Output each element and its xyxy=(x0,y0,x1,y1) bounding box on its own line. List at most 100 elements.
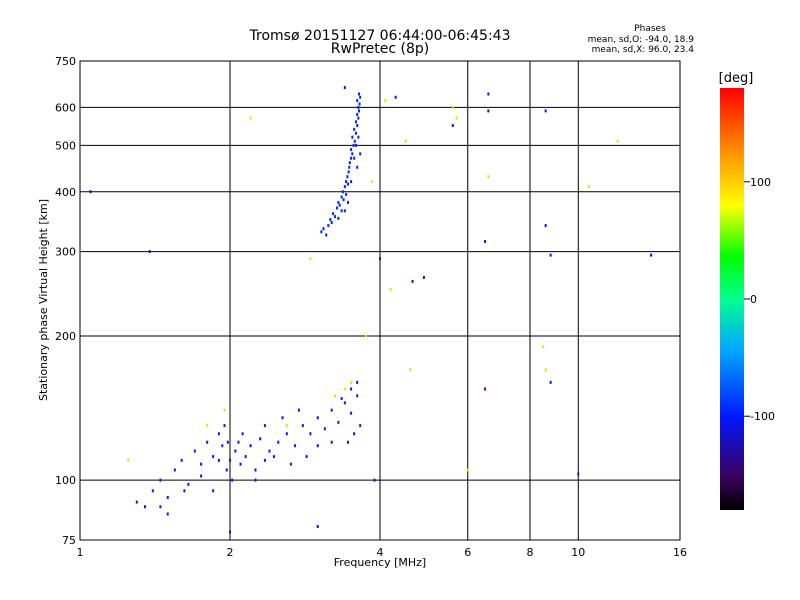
chart-subtitle: RwPretec (8p) xyxy=(331,41,429,57)
data-point xyxy=(285,424,288,428)
data-point xyxy=(346,200,349,204)
data-point xyxy=(359,152,362,156)
data-point xyxy=(356,124,359,128)
data-point xyxy=(394,95,397,99)
data-point xyxy=(229,458,231,462)
colorbar-tick-label: -100 xyxy=(750,410,775,423)
data-point xyxy=(200,462,203,466)
y-tick-label: 100 xyxy=(55,474,76,487)
data-point xyxy=(544,109,547,113)
data-point xyxy=(358,102,361,106)
data-point xyxy=(316,444,319,448)
data-point xyxy=(347,170,350,174)
data-point xyxy=(337,200,340,204)
x-tick-label: 8 xyxy=(527,546,534,559)
data-point xyxy=(148,250,151,254)
data-point xyxy=(466,468,469,472)
data-point xyxy=(159,478,162,482)
data-point xyxy=(237,440,240,444)
data-point xyxy=(487,175,490,179)
data-point xyxy=(350,180,353,184)
data-point xyxy=(354,131,357,135)
colorbar-tick-label: 0 xyxy=(750,293,757,306)
data-point xyxy=(330,408,333,412)
data-point xyxy=(316,416,319,420)
data-points xyxy=(89,86,653,534)
data-point xyxy=(354,120,357,124)
data-point xyxy=(297,408,300,412)
data-point xyxy=(336,206,339,210)
data-point xyxy=(323,427,326,431)
data-point xyxy=(343,86,346,90)
data-point xyxy=(350,387,353,391)
y-axis-ticks: 75 100 200 300 400 500 600 750 xyxy=(55,55,76,547)
data-point xyxy=(616,139,619,143)
data-point xyxy=(340,397,343,401)
colorbar-tick-label: 100 xyxy=(750,176,771,189)
grid-lines xyxy=(80,61,680,540)
y-tick-label: 600 xyxy=(55,101,76,114)
data-point xyxy=(281,416,284,420)
data-point xyxy=(422,275,425,279)
data-point xyxy=(384,99,387,103)
y-tick-label: 400 xyxy=(55,186,76,199)
data-point xyxy=(327,224,330,228)
data-point xyxy=(340,209,343,213)
data-point xyxy=(143,505,146,509)
data-point xyxy=(263,424,266,428)
data-point xyxy=(455,116,458,120)
data-point xyxy=(587,185,590,189)
data-point xyxy=(89,190,92,194)
data-point xyxy=(206,440,209,444)
y-tick-label: 200 xyxy=(55,330,76,343)
data-point xyxy=(316,525,319,529)
data-point xyxy=(357,105,360,109)
data-point xyxy=(249,444,252,448)
data-point xyxy=(293,444,296,448)
data-point xyxy=(343,209,346,213)
data-point xyxy=(309,432,312,436)
data-point xyxy=(357,92,360,96)
data-point xyxy=(334,394,337,398)
data-point xyxy=(356,394,359,398)
data-point xyxy=(353,156,356,160)
colorbar-ticks: 100 0 -100 xyxy=(744,176,775,423)
y-tick-label: 300 xyxy=(55,246,76,259)
data-point xyxy=(352,143,355,147)
data-point xyxy=(357,135,360,139)
data-point xyxy=(229,530,231,534)
phase-heading: Phases xyxy=(634,24,666,34)
data-point xyxy=(309,257,312,261)
data-point xyxy=(353,139,356,143)
data-point xyxy=(231,478,234,482)
data-point xyxy=(329,218,332,222)
data-point xyxy=(451,105,454,109)
y-tick-label: 500 xyxy=(55,139,76,152)
data-point xyxy=(340,195,343,199)
data-point xyxy=(346,182,349,186)
y-tick-label: 750 xyxy=(55,55,76,68)
data-point xyxy=(350,380,353,384)
data-point xyxy=(350,156,353,160)
data-point xyxy=(212,489,215,493)
data-point xyxy=(225,468,228,472)
data-point xyxy=(650,253,653,257)
data-point xyxy=(549,380,552,384)
data-point xyxy=(341,190,344,194)
data-point xyxy=(356,99,359,103)
data-point xyxy=(544,368,547,372)
data-point xyxy=(346,440,349,444)
data-point xyxy=(212,455,215,459)
data-point xyxy=(451,124,454,128)
data-point xyxy=(259,437,262,441)
data-point xyxy=(350,148,353,152)
data-point xyxy=(223,408,226,412)
data-point xyxy=(217,458,220,462)
data-point xyxy=(345,180,348,184)
data-point xyxy=(542,345,545,349)
data-point xyxy=(334,215,337,219)
data-point xyxy=(254,478,257,482)
data-point xyxy=(234,449,237,453)
data-point xyxy=(544,224,547,228)
data-point xyxy=(180,458,183,462)
